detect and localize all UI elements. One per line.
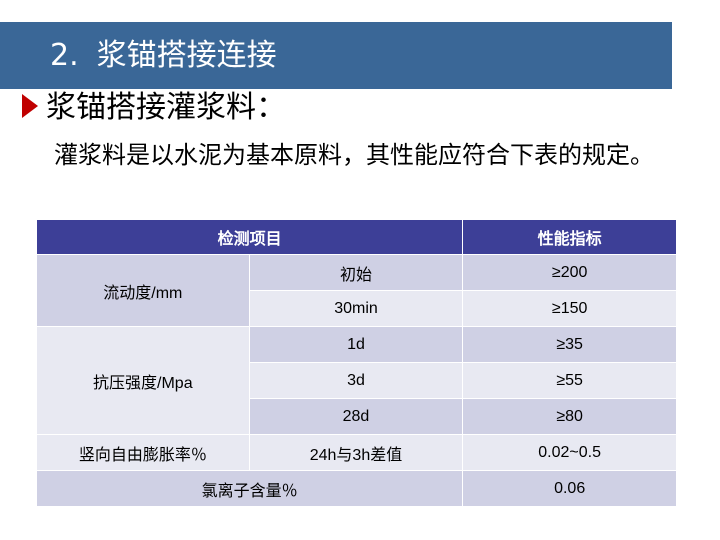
value-cell: ≥150 [462,290,677,327]
slide-title: 2. 浆锚搭接连接 [50,36,277,76]
sub-item: 3d [248,362,464,399]
description-text: 灌浆料是以水泥为基本原料，其性能应符合下表的规定。 [54,141,654,169]
value-cell: 0.06 [462,470,677,507]
table-row: 流动度/mm 初始 ≥200 [36,254,677,327]
table-row: 抗压强度/Mpa 1d ≥35 [36,326,677,435]
spec-table: 检测项目 性能指标 流动度/mm 初始 ≥200 30min ≥150 抗压强度… [35,219,677,507]
value-cell: ≥55 [462,362,677,399]
table-row: 28d ≥80 [37,398,677,435]
value-cell: ≥35 [462,326,677,363]
sub-item: 28d [248,398,464,435]
header-test-item: 检测项目 [35,219,464,255]
sub-item: 30min [248,290,464,327]
arrow-bullet-icon [22,93,38,118]
sub-item: 24h与3h差值 [248,434,464,471]
sub-item: 1d [248,326,464,363]
header-performance: 性能指标 [462,219,677,255]
value-cell: 0.02~0.5 [462,434,677,471]
title-bar [0,22,672,89]
table-row: 3d ≥55 [37,362,677,399]
slide-title-text: 浆锚搭接连接 [96,38,277,73]
bullet-heading: 浆锚搭接灌浆料： [22,88,286,128]
sub-item: 初始 [248,254,464,291]
group-flow: 流动度/mm [36,254,250,327]
table-row: 30min ≥150 [37,290,677,327]
item-cell: 竖向自由膨胀率％ [36,434,250,471]
value-cell: ≥200 [462,254,677,291]
value-cell: ≥80 [462,398,677,435]
table-header-row: 检测项目 性能指标 [35,219,677,255]
table-row: 竖向自由膨胀率％ 24h与3h差值 0.02~0.5 [36,434,677,471]
item-cell: 氯离子含量％ [35,470,464,507]
bullet-heading-text: 浆锚搭接灌浆料： [46,90,286,125]
group-compress: 抗压强度/Mpa [36,326,250,435]
slide-number: 2. [50,38,79,73]
table-row: 氯离子含量％ 0.06 [35,470,677,507]
